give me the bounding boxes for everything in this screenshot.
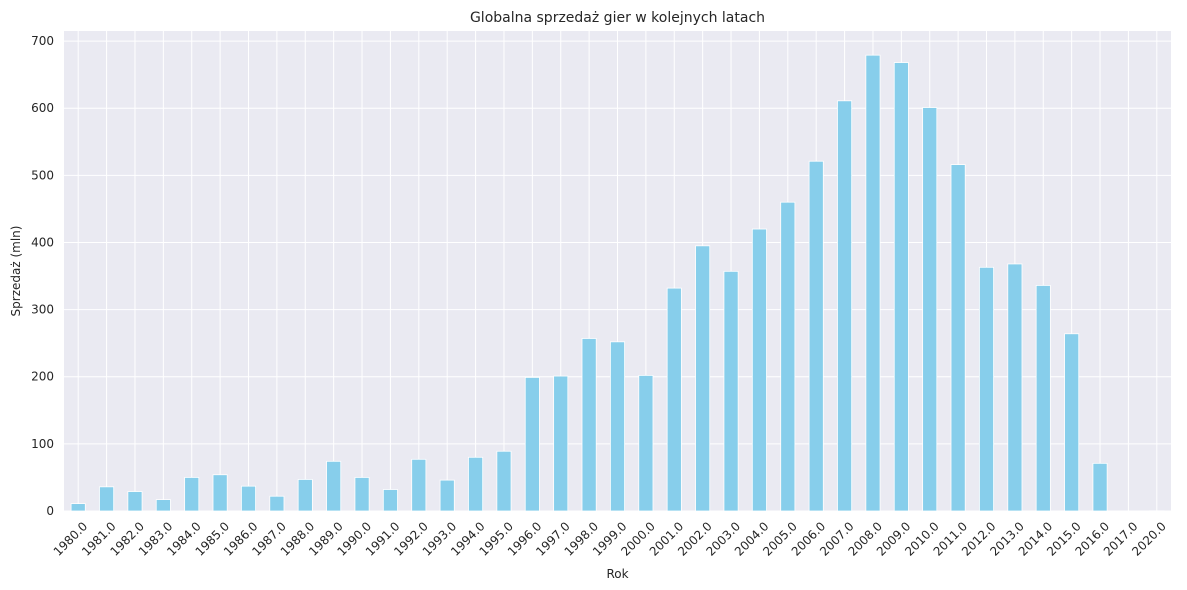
bar-2012.0	[979, 266, 994, 512]
y-tick-label: 400	[31, 235, 54, 249]
bar-1998.0	[581, 338, 597, 512]
x-axis-label: Rok	[606, 567, 628, 581]
bar-1980.0	[70, 503, 86, 512]
bar-2011.0	[950, 164, 966, 512]
y-tick-label: 0	[46, 504, 54, 518]
bar-2003.0	[723, 270, 739, 512]
bar-1994.0	[468, 456, 484, 512]
bar-1981.0	[99, 486, 115, 512]
bar-2004.0	[751, 228, 767, 512]
x-axis-ticks: 1980.01981.01982.01983.01984.01985.01986…	[51, 519, 1169, 559]
bar-1991.0	[382, 489, 398, 512]
bar-2002.0	[695, 245, 711, 512]
bar-1990.0	[354, 477, 370, 512]
bar-2008.0	[865, 54, 881, 512]
bar-1982.0	[127, 491, 143, 512]
y-tick-label: 100	[31, 437, 54, 451]
bar-1993.0	[439, 479, 455, 512]
bar-2007.0	[837, 100, 853, 512]
bar-1983.0	[155, 499, 171, 512]
y-axis-label: Sprzedaż (mln)	[9, 226, 23, 317]
bar-1995.0	[496, 450, 512, 512]
bar-1986.0	[241, 485, 256, 512]
bar-1989.0	[326, 460, 342, 512]
bar-1996.0	[524, 377, 540, 512]
bar-2015.0	[1064, 333, 1080, 512]
bars	[70, 54, 1165, 512]
bar-2014.0	[1035, 285, 1051, 512]
bar-2013.0	[1007, 263, 1023, 512]
y-tick-label: 200	[31, 370, 54, 384]
y-tick-label: 500	[31, 168, 54, 182]
bar-2010.0	[922, 107, 938, 512]
bar-2005.0	[780, 201, 796, 512]
chart-title: Globalna sprzedaż gier w kolejnych latac…	[470, 10, 765, 26]
bar-1984.0	[184, 477, 200, 512]
y-tick-label: 300	[31, 303, 54, 317]
y-axis-ticks: 0 100 200 300 400 500 600 700	[31, 34, 54, 518]
bar-2001.0	[666, 287, 682, 512]
bar-2009.0	[893, 62, 909, 512]
bar-2006.0	[808, 160, 824, 512]
y-tick-label: 600	[31, 101, 54, 115]
bar-1992.0	[411, 458, 427, 512]
bar-1988.0	[297, 479, 313, 512]
bar-1997.0	[553, 375, 569, 512]
bar-2016.0	[1092, 462, 1108, 512]
bar-2000.0	[638, 374, 654, 512]
bar-1987.0	[269, 495, 285, 512]
bar-1999.0	[610, 341, 625, 512]
bar-1985.0	[212, 474, 228, 512]
y-tick-label: 700	[31, 34, 54, 48]
